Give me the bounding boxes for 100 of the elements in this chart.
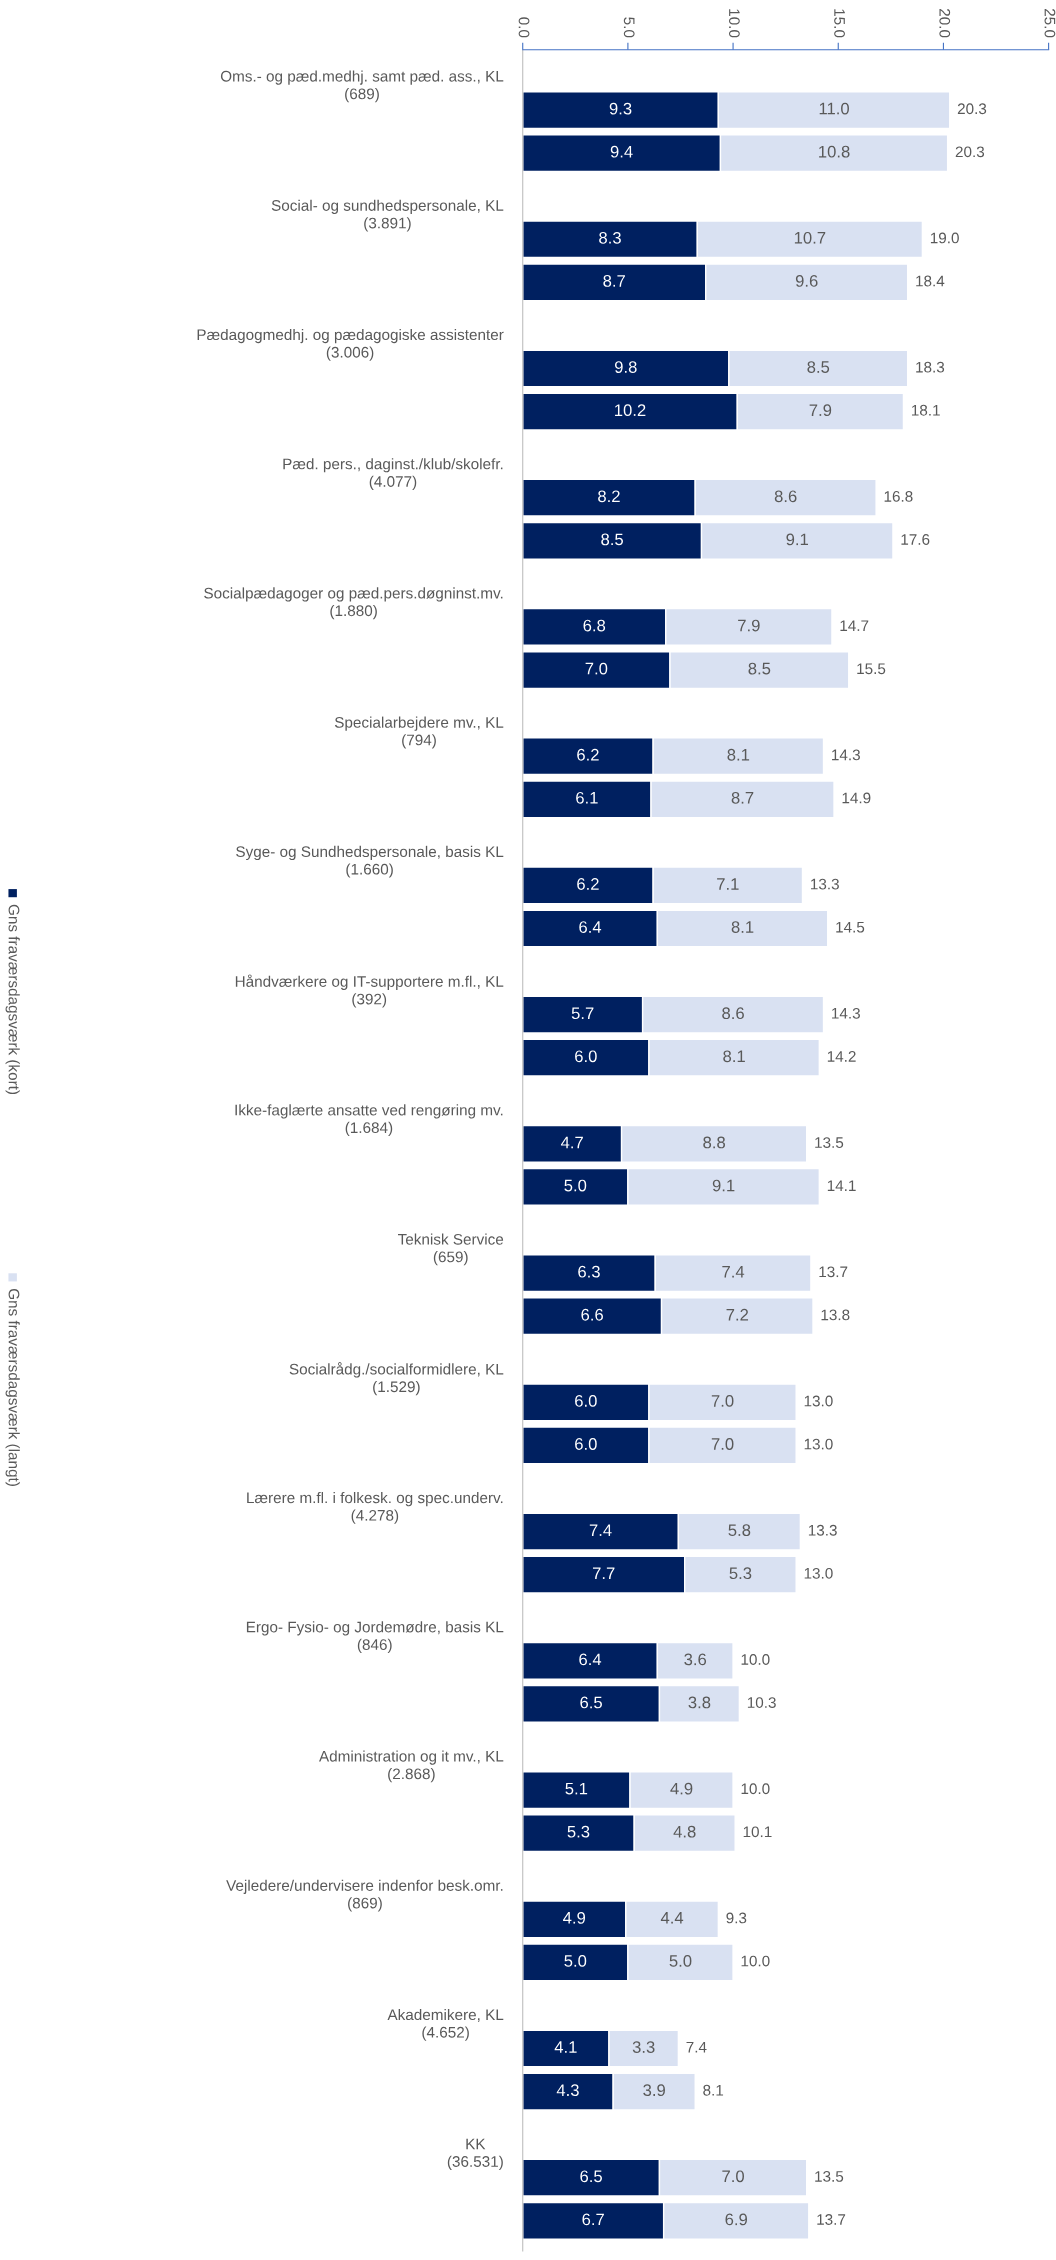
total-label: 16.8	[884, 491, 913, 502]
data-label: 8.3	[599, 231, 621, 244]
total-label: 10.0	[741, 1955, 770, 1967]
total-label: 14.7	[840, 620, 869, 631]
data-label: 7.0	[585, 662, 608, 675]
y-tick-label: Specialarbejdere mv., KL (794)	[334, 716, 504, 749]
total-label: 10.1	[743, 1826, 772, 1838]
data-label: 7.4	[589, 1524, 612, 1536]
data-label: 6.4	[579, 1653, 602, 1666]
data-label: 8.8	[703, 1136, 725, 1149]
data-label: 3.8	[688, 1696, 711, 1709]
data-label: 7.7	[592, 1567, 615, 1579]
data-label: 8.6	[774, 490, 797, 503]
data-label: 6.9	[725, 2213, 748, 2226]
data-label: 5.8	[728, 1524, 751, 1537]
data-label: 4.3	[556, 2084, 579, 2097]
total-label: 14.1	[827, 1180, 856, 1191]
x-tick-label: 10.0	[728, 9, 740, 38]
y-tick-label: Pæd. pers., daginst./klub/skolefr. (4.077)	[283, 458, 503, 490]
legend-label: Gns fraværsdagsværk (kort)	[5, 904, 20, 1095]
y-tick-label: Teknisk Service (659)	[398, 1233, 504, 1266]
data-label: 9.4	[610, 145, 633, 158]
total-label: 19.0	[930, 232, 959, 244]
x-tick-label: 5.0	[623, 17, 635, 38]
y-tick-label: Social- og sundhedspersonale, KL (3.891)	[271, 199, 504, 232]
y-tick-label: Vejledere/undervisere indenfor besk.omr. (869)	[226, 1879, 503, 1912]
y-tick-label: Socialrådg./socialformidlere, KL (1.529)	[289, 1362, 504, 1396]
total-label: 13.3	[811, 878, 839, 890]
data-label: 6.0	[575, 1438, 597, 1450]
data-label: 7.9	[738, 619, 760, 632]
total-label: 14.3	[832, 1007, 860, 1019]
data-label: 7.0	[711, 1438, 734, 1450]
data-label: 6.2	[577, 748, 599, 761]
data-label: 6.7	[582, 2213, 604, 2226]
data-label: 4.9	[563, 1911, 586, 1924]
total-label: 18.4	[916, 275, 945, 287]
data-label: 5.3	[567, 1825, 590, 1838]
total-label: 13.0	[804, 1438, 833, 1450]
y-tick-label: Syge- og Sundhedspersonale, basis KL (1.660)	[236, 845, 504, 878]
data-label: 7.2	[726, 1308, 749, 1321]
total-label: 20.3	[955, 146, 985, 158]
data-label: 6.1	[576, 791, 598, 804]
total-label: 13.7	[817, 2214, 846, 2225]
total-label: 13.8	[821, 1309, 850, 1321]
data-label: 5.0	[564, 1179, 587, 1192]
total-label: 14.2	[827, 1051, 856, 1062]
data-label: 6.5	[580, 2170, 602, 2183]
data-label: 7.9	[809, 404, 832, 417]
data-label: 4.1	[554, 2041, 577, 2053]
data-label: 7.0	[722, 2170, 745, 2183]
data-label: 7.1	[717, 878, 739, 890]
data-label: 9.1	[712, 1179, 735, 1192]
x-tick-label: 25.0	[1044, 8, 1056, 38]
y-tick-label: Håndværkere og IT-supportere m.fl., KL (392)	[235, 974, 504, 1008]
data-label: 8.7	[731, 791, 754, 804]
data-label: 8.1	[723, 1050, 745, 1063]
data-label: 6.0	[575, 1395, 597, 1407]
data-label: 4.8	[673, 1825, 696, 1838]
data-label: 11.0	[819, 102, 849, 115]
data-label: 6.0	[575, 1050, 597, 1063]
total-label: 10.0	[741, 1654, 770, 1665]
x-tick-label: 15.0	[834, 9, 845, 38]
total-label: 10.0	[741, 1783, 770, 1795]
data-label: 5.0	[669, 1955, 692, 1967]
data-label: 8.5	[601, 533, 624, 546]
data-label: 3.6	[684, 1653, 707, 1666]
data-label: 8.5	[748, 662, 771, 675]
data-label: 9.1	[786, 533, 809, 546]
data-label: 4.9	[670, 1782, 693, 1795]
data-label: 5.7	[571, 1007, 594, 1020]
y-tick-label: Oms.- og pæd.medhj. samt pæd. ass., KL (689)	[220, 70, 504, 103]
data-label: 5.1	[565, 1782, 588, 1795]
y-tick-label: Ergo- Fysio- og Jordemødre, basis KL (846)	[246, 1621, 504, 1654]
total-label: 14.5	[836, 921, 865, 933]
data-label: 10.8	[819, 145, 850, 158]
total-label: 13.0	[804, 1567, 833, 1579]
y-tick-label: Lærere m.fl. i folkesk. og spec.underv. (4.278)	[247, 1491, 503, 1524]
total-label: 13.5	[815, 2171, 844, 2182]
data-label: 8.1	[731, 921, 754, 933]
data-label: 9.3	[609, 102, 632, 115]
data-label: 5.0	[564, 1955, 587, 1967]
total-label: 13.3	[808, 1524, 837, 1536]
data-label: 4.4	[660, 1912, 684, 1924]
total-label: 15.5	[857, 663, 886, 675]
data-label: 9.8	[614, 361, 637, 373]
data-label: 6.4	[579, 921, 602, 933]
y-tick-label: Administration og it mv., KL (2.868)	[319, 1750, 504, 1783]
x-tick-label: 20.0	[939, 8, 951, 38]
data-label: 8.5	[807, 361, 830, 373]
data-label: 8.7	[603, 275, 625, 287]
total-label: 20.3	[957, 103, 987, 115]
total-label: 13.0	[804, 1395, 833, 1407]
total-label: 14.3	[832, 749, 860, 761]
data-label: 9.6	[795, 275, 818, 287]
data-label: 7.4	[722, 1265, 745, 1278]
data-label: 10.7	[794, 231, 826, 244]
data-label: 3.9	[643, 2084, 665, 2097]
data-label: 4.7	[560, 1136, 583, 1149]
data-label: 8.1	[727, 748, 750, 761]
data-label: 3.3	[632, 2041, 655, 2053]
